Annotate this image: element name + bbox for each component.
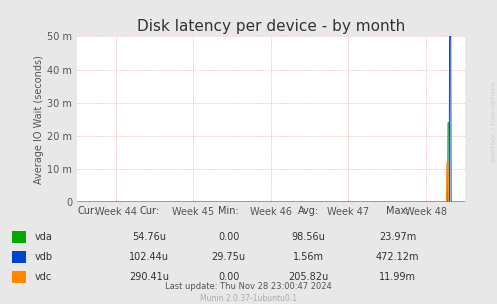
Text: 11.99m: 11.99m <box>379 272 416 282</box>
Text: vda: vda <box>35 232 53 242</box>
Text: 29.75u: 29.75u <box>212 252 246 262</box>
Title: Disk latency per device - by month: Disk latency per device - by month <box>137 19 405 34</box>
Text: 1.56m: 1.56m <box>293 252 324 262</box>
Text: Last update: Thu Nov 28 23:00:47 2024: Last update: Thu Nov 28 23:00:47 2024 <box>165 282 332 291</box>
Text: 205.82u: 205.82u <box>288 272 328 282</box>
Text: 54.76u: 54.76u <box>132 232 166 242</box>
Text: Avg:: Avg: <box>298 206 319 216</box>
Text: 98.56u: 98.56u <box>291 232 325 242</box>
Text: 102.44u: 102.44u <box>129 252 169 262</box>
Text: Min:: Min: <box>218 206 239 216</box>
Text: vdb: vdb <box>35 252 53 262</box>
Text: 290.41u: 290.41u <box>129 272 169 282</box>
Text: RRDTOOL / TOBI OETIKER: RRDTOOL / TOBI OETIKER <box>491 81 496 162</box>
Text: Max:: Max: <box>386 206 410 216</box>
Text: Cur:: Cur: <box>139 206 159 216</box>
Text: Cur:: Cur: <box>77 206 97 216</box>
Text: Munin 2.0.37-1ubuntu0.1: Munin 2.0.37-1ubuntu0.1 <box>200 294 297 303</box>
Text: 0.00: 0.00 <box>218 232 240 242</box>
Text: 0.00: 0.00 <box>218 272 240 282</box>
Text: 23.97m: 23.97m <box>379 232 416 242</box>
Y-axis label: Average IO Wait (seconds): Average IO Wait (seconds) <box>34 55 44 184</box>
Text: vdc: vdc <box>35 272 52 282</box>
Text: 472.12m: 472.12m <box>376 252 419 262</box>
